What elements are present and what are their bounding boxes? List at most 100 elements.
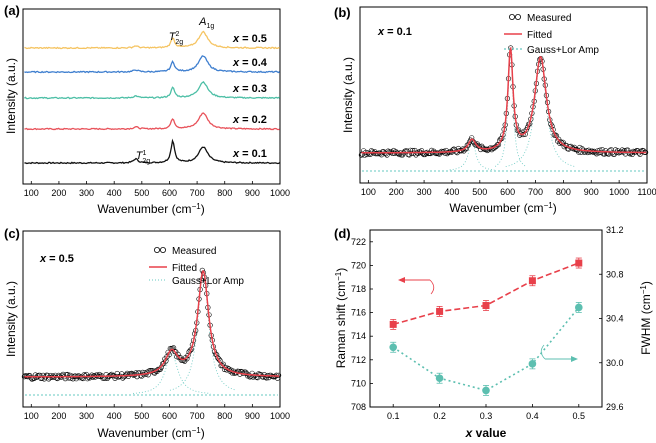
measured-point	[223, 364, 229, 371]
measured-point	[450, 147, 456, 153]
panel-a-series-label: x = 0.4	[232, 57, 268, 69]
x-tick-label: 400	[107, 188, 122, 198]
panel-c-label: (c)	[4, 226, 20, 241]
panel-c-legend-measured: Measured	[172, 246, 216, 257]
panel-c-legend-measured-marker	[159, 246, 166, 253]
component-peak	[169, 271, 237, 391]
panel-c-plot	[21, 267, 282, 396]
panel-d-point	[435, 374, 444, 383]
panel-b-y-axis-label: Intensity (a.u.)	[341, 57, 355, 133]
measured-point	[260, 374, 266, 380]
x-tick-label: 300	[417, 187, 432, 197]
panel-a-series-label: x = 0.3	[232, 83, 267, 95]
panel-a-series-labels: x = 0.1 x = 0.2 x = 0.3 x = 0.4 x = 0.5	[232, 33, 268, 160]
measured-point	[465, 142, 472, 148]
measured-point	[185, 352, 191, 359]
panel-d-point	[389, 343, 398, 352]
panel-b-x-ticks: 100 200 300 400 500 600 700 800 900 1000 1100	[361, 180, 656, 197]
panel-c-legend: Measured Fitted Gauss+Lor Amp	[149, 246, 244, 287]
panel-a-spectrum-line	[24, 30, 281, 50]
y2-tick-label: 31.2	[606, 225, 624, 235]
panel-c-legend-measured-marker	[153, 246, 160, 253]
y-tick-label: 712	[351, 355, 366, 365]
x-tick-label: 200	[51, 188, 66, 198]
panel-a-spectrum-line	[24, 138, 281, 165]
panel-b-legend-measured-marker	[515, 13, 522, 20]
x-tick-label: 800	[556, 187, 571, 197]
x-tick-label: 0.5	[573, 411, 586, 421]
panel-d-series-line	[392, 262, 580, 326]
measured-point	[77, 375, 83, 381]
panel-d-x-axis-label: x value	[465, 426, 507, 440]
panel-a-spectrum-line	[24, 81, 280, 100]
panel-a-peak-annotations: A1g T2 2g T1 2g	[136, 16, 215, 165]
panel-d-right-axis-curl	[540, 344, 546, 360]
panel-b: (b) 100 200 300 400 500 600 700 800 900 1000 1100 …	[334, 5, 656, 215]
x-tick-label: 100	[24, 411, 39, 421]
x-tick-label: 0.1	[387, 411, 400, 421]
panel-d-axis-arrows	[398, 277, 578, 362]
x-tick-label: 500	[134, 188, 149, 198]
panel-a-spectra	[24, 30, 281, 165]
panel-a-x-ticks: 100 200 300 400 500 600 700 800 900 1000	[24, 181, 290, 198]
panel-b-plot	[358, 45, 649, 172]
panel-d-point	[482, 302, 490, 310]
x-tick-label: 600	[162, 188, 177, 198]
panel-a-spectrum-line	[24, 55, 281, 74]
x-tick-label: 1000	[270, 411, 290, 421]
x-tick-label: 900	[584, 187, 599, 197]
panel-c-y-axis-label: Intensity (a.u.)	[4, 281, 18, 357]
measured-point	[273, 372, 280, 378]
measured-point	[28, 375, 34, 381]
panel-c-frame	[22, 230, 281, 408]
x-tick-label: 300	[79, 411, 94, 421]
x-tick-label: 700	[528, 187, 543, 197]
y2-tick-label: 30.0	[606, 358, 624, 368]
panel-b-frame	[359, 6, 648, 184]
x-tick-label: 600	[162, 411, 177, 421]
x-tick-label: 400	[107, 411, 122, 421]
panel-a-peak-label: T1 2g	[136, 150, 151, 165]
x-tick-label: 0.4	[526, 411, 539, 421]
panel-d-plot	[389, 257, 583, 396]
panel-b-condition: x = 0.1	[377, 26, 412, 38]
panel-d-y2-axis-label: FWHM (cm−1)	[639, 281, 653, 355]
measured-point	[130, 371, 136, 377]
panel-b-legend: Measured Fitted Gauss+Lor Amp	[504, 13, 599, 56]
panel-a-series-label: x = 0.2	[232, 114, 267, 126]
measured-point	[107, 372, 114, 378]
y-tick-label: 708	[351, 402, 366, 412]
panel-d-label: (d)	[334, 226, 351, 241]
panel-a-frame	[22, 8, 281, 185]
measured-point	[408, 150, 415, 156]
panel-d-ticks: 0.1 0.2 0.3 0.4 0.5 708 710 712 714 716 718 720 722 2…	[351, 225, 624, 421]
x-tick-label: 300	[79, 188, 94, 198]
x-tick-label: 500	[472, 187, 487, 197]
x-tick-label: 700	[190, 188, 205, 198]
x-tick-label: 200	[51, 411, 66, 421]
y-tick-label: 718	[351, 284, 366, 294]
x-tick-label: 0.2	[433, 411, 446, 421]
x-tick-label: 1000	[609, 187, 629, 197]
y-tick-label: 720	[351, 260, 366, 270]
x-tick-label: 100	[361, 187, 376, 197]
y2-tick-label: 29.6	[606, 402, 624, 412]
panel-a-label: (a)	[4, 3, 20, 18]
x-tick-label: 800	[217, 188, 232, 198]
component-peak	[494, 52, 526, 167]
panel-b-legend-fitted: Fitted	[527, 30, 552, 41]
x-tick-label: 1100	[637, 187, 656, 197]
panel-b-legend-measured-marker	[508, 13, 515, 20]
x-tick-label: 700	[190, 411, 205, 421]
panel-c: (c) 100 200 300 400 500 600 700 800 900 1000 Wave…	[4, 226, 290, 440]
measured-point	[558, 139, 564, 145]
panel-b-legend-components: Gauss+Lor Amp	[527, 45, 599, 56]
component-peak	[505, 57, 576, 167]
panel-d: (d) 0.1 0.2 0.3 0.4 0.5 708 710 712 714 716 718 720…	[334, 225, 653, 440]
panel-a-series-label: x = 0.1	[232, 148, 267, 160]
panel-a-y-axis-label: Intensity (a.u.)	[4, 58, 18, 134]
y2-tick-label: 30.8	[606, 269, 624, 279]
y2-tick-label: 30.4	[606, 314, 624, 324]
panel-d-point	[528, 277, 536, 285]
